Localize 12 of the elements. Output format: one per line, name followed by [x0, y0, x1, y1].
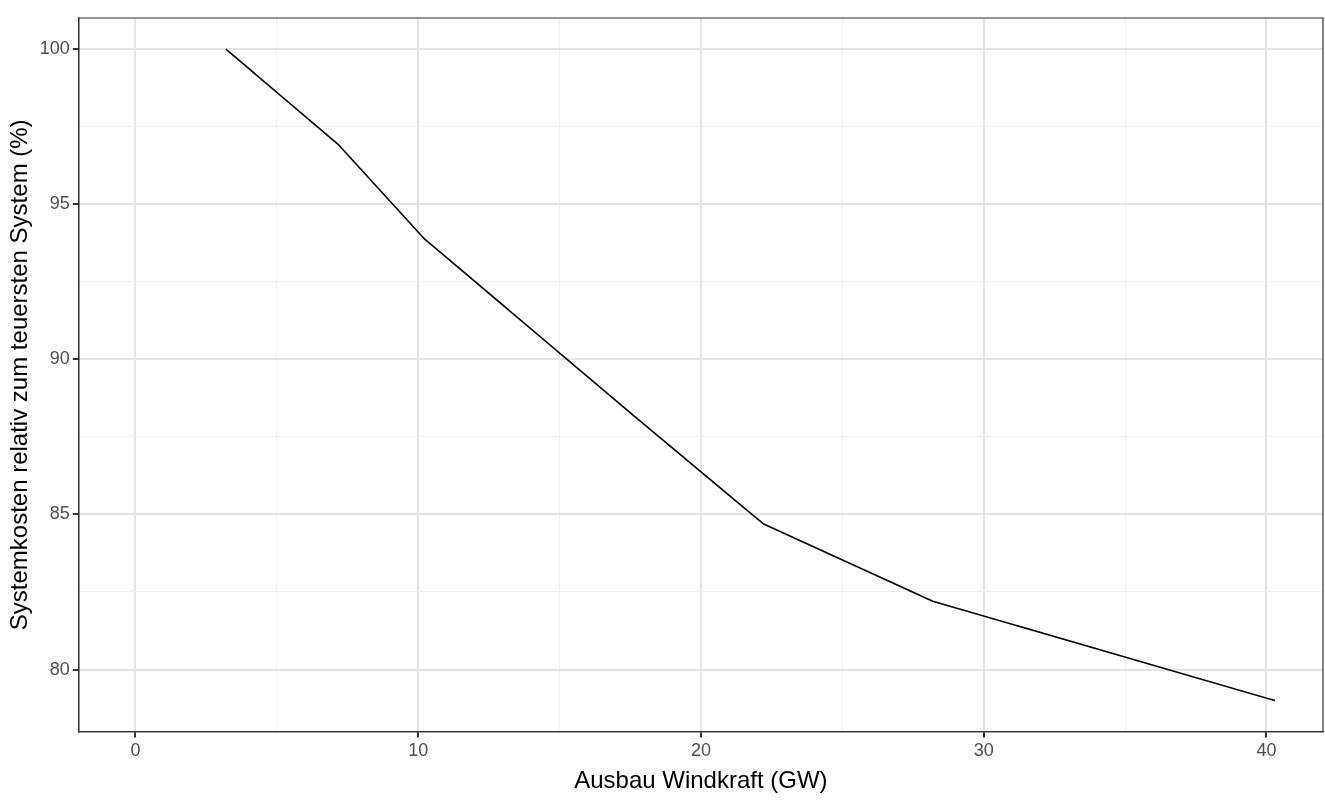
- y-tick-label: 100: [39, 37, 70, 58]
- x-tick-label: 30: [973, 740, 994, 761]
- x-tick-label: 10: [408, 740, 429, 761]
- y-axis-title: Systemkosten relativ zum teuersten System (%): [5, 119, 33, 631]
- y-tick-label: 95: [49, 193, 70, 214]
- x-tick-label: 20: [690, 740, 711, 761]
- y-tick-label: 85: [49, 503, 70, 524]
- y-tick-label: 80: [49, 658, 70, 679]
- y-tick-label: 90: [49, 348, 70, 369]
- x-tick-label: 40: [1256, 740, 1277, 761]
- x-tick-label: 0: [130, 740, 141, 761]
- x-axis-title: Ausbau Windkraft (GW): [574, 766, 828, 794]
